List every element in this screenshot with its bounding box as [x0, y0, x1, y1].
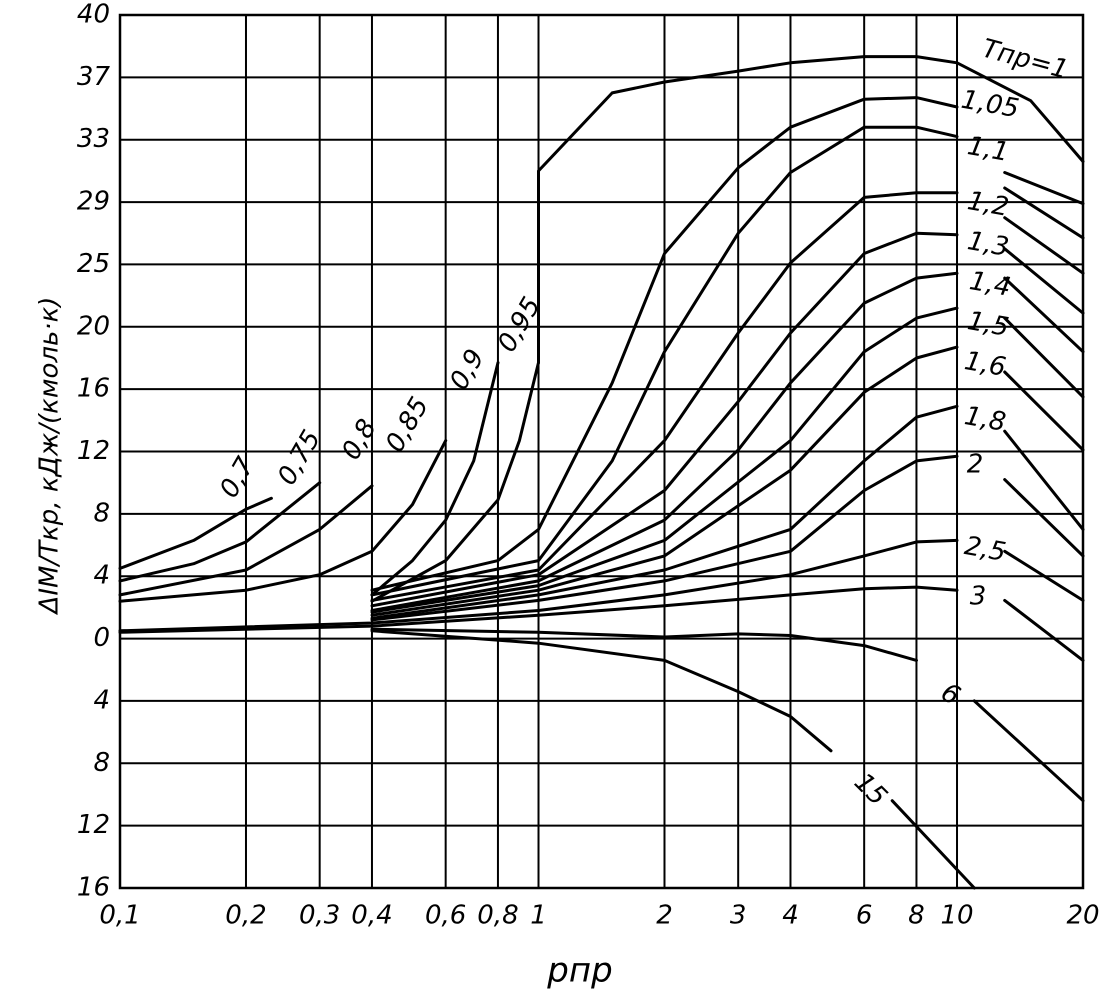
curve-label: 1,4: [967, 266, 1013, 303]
curve: [370, 96, 1085, 592]
x-tick-label: 20: [1066, 901, 1099, 931]
curve: [118, 439, 448, 603]
x-tick-label: 0,6: [425, 901, 466, 931]
curve: [118, 496, 273, 570]
curve: [370, 125, 1085, 597]
y-tick-label: 16: [77, 873, 110, 903]
plot-frame: [118, 13, 1085, 890]
y-tick-label: 0: [93, 623, 110, 653]
curve: [370, 271, 1085, 612]
y-tick-label: 33: [77, 124, 110, 154]
curve-label: 2: [967, 450, 984, 480]
x-tick-label: 2: [656, 901, 673, 931]
y-tick-label: 25: [77, 249, 110, 279]
curve: [118, 585, 1085, 662]
x-tick-label: 0,1: [99, 901, 140, 931]
y-axis-label: ΔIM/Tкр, кДж/(кмоль·к): [35, 297, 65, 616]
y-tick-label: 20: [77, 311, 110, 341]
curve-label: 1,2: [965, 186, 1011, 223]
curve: [370, 306, 1085, 614]
x-tick-label: 0,3: [299, 901, 340, 931]
y-tick-label: 16: [77, 374, 110, 404]
curve-label: 1,3: [965, 226, 1011, 263]
x-tick-label: 1: [530, 901, 547, 931]
y-tick-label: 40: [77, 0, 110, 30]
curve: [370, 361, 540, 603]
curve: [370, 361, 500, 597]
curve-label: 1,6: [962, 346, 1008, 383]
y-tick-label: 4: [93, 685, 110, 715]
y-tick-label: 4: [93, 561, 110, 591]
x-axis-label: pпр: [546, 951, 612, 991]
curve: [370, 231, 1085, 608]
y-tick-label: 8: [93, 748, 110, 778]
curve-label: 1,5: [965, 306, 1011, 343]
y-tick-label: 12: [77, 436, 110, 466]
curve: [118, 538, 1085, 633]
x-tick-label: 0,4: [351, 901, 392, 931]
curve: [118, 481, 322, 583]
curve: [370, 404, 1085, 620]
curve-label: 2,5: [962, 531, 1008, 568]
x-tick-label: 4: [782, 901, 799, 931]
y-tick-label: 37: [77, 62, 111, 92]
x-tick-label: 0,8: [477, 901, 518, 931]
curve-label: 1,8: [962, 401, 1008, 438]
curve: [537, 55, 1085, 365]
curve: [118, 484, 374, 597]
curve: [370, 629, 976, 890]
y-tick-label: 29: [77, 187, 110, 217]
x-tick-label: 0,2: [225, 901, 266, 931]
curve: [370, 627, 1085, 803]
x-tick-label: 6: [856, 901, 873, 931]
x-tick-label: 10: [940, 901, 973, 931]
y-tick-label: 8: [93, 498, 110, 528]
x-tick-label: 8: [908, 901, 925, 931]
curve-label: 3: [970, 582, 987, 612]
curve: [370, 191, 1085, 602]
curve-label: 1,1: [965, 131, 1011, 168]
curve: [370, 454, 1085, 622]
curve: [370, 345, 1085, 617]
y-tick-label: 12: [77, 810, 110, 840]
x-tick-label: 3: [730, 901, 747, 931]
